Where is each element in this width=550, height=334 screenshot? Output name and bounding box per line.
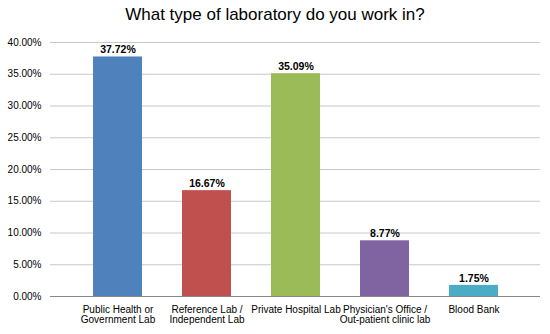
svg-text:Private Hospital Lab: Private Hospital Lab [251,304,341,315]
svg-text:Blood Bank: Blood Bank [448,304,500,315]
svg-text:Public Health orGovernment Lab: Public Health orGovernment Lab [81,304,156,325]
svg-text:20.00%: 20.00% [8,164,42,175]
svg-text:1.75%: 1.75% [459,272,489,284]
svg-text:Reference Lab /Independent Lab: Reference Lab /Independent Lab [169,304,245,325]
html-text:What type of laboratory do you: What type of laboratory do you work in? [125,5,425,24]
svg-text:5.00%: 5.00% [13,259,41,270]
svg-text:30.00%: 30.00% [8,100,42,111]
svg-text:15.00%: 15.00% [8,195,42,206]
svg-text:0.00%: 0.00% [13,291,41,302]
svg-text:8.77%: 8.77% [370,227,400,239]
svg-text:16.67%: 16.67% [189,177,225,189]
svg-text:35.09%: 35.09% [278,60,314,72]
svg-text:10.00%: 10.00% [8,227,42,238]
svg-text:37.72%: 37.72% [100,43,136,55]
svg-text:35.00%: 35.00% [8,68,42,79]
svg-text:25.00%: 25.00% [8,132,42,143]
svg-text:Physician's Office /Out-patien: Physician's Office /Out-patient clinic l… [340,304,431,325]
svg-text:40.00%: 40.00% [8,37,42,48]
